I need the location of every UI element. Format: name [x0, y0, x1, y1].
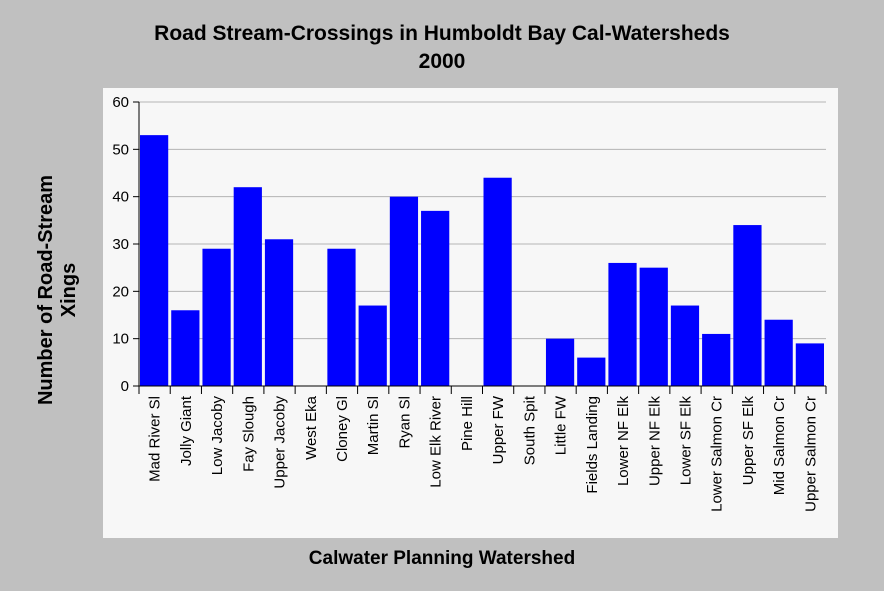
bar	[421, 210, 450, 386]
x-tick-label: Upper FW	[490, 395, 507, 464]
bar	[795, 343, 824, 386]
x-tick-label: Lower Salmon Cr	[709, 396, 726, 512]
bar	[389, 196, 419, 386]
x-tick-label: Upper SF Elk	[740, 396, 757, 486]
x-tick-label: Mid Salmon Cr	[771, 396, 788, 495]
bar	[202, 248, 231, 386]
x-tick-label: Little FW	[553, 395, 570, 455]
bar	[327, 248, 356, 386]
x-tick-label: Low Jacoby	[209, 396, 226, 476]
y-tick-label: 30	[112, 236, 129, 253]
bar	[702, 333, 731, 386]
bar	[733, 225, 762, 386]
x-tick-label: Lower SF Elk	[677, 396, 694, 486]
x-tick-label: South Spit	[521, 395, 538, 465]
y-tick-label: 40	[112, 189, 129, 206]
bar	[140, 135, 169, 386]
x-tick-label: Martin Sl	[365, 396, 382, 455]
y-axis-label-line-2: Xings	[58, 262, 80, 318]
bar	[264, 239, 294, 386]
x-tick-label: West Eka	[303, 395, 320, 460]
y-tick-label: 20	[112, 283, 129, 300]
y-tick-label: 10	[112, 331, 129, 348]
x-tick-label: Jolly Giant	[178, 395, 195, 466]
y-axis-label-line-1: Number of Road-Stream	[35, 174, 57, 406]
bar	[171, 310, 200, 386]
bar	[608, 262, 637, 386]
bar	[233, 187, 262, 386]
bar	[545, 338, 575, 386]
x-axis-ticks: Mad River Sl Jolly Giant Low Jacoby Fay Slo…	[138, 386, 827, 512]
x-tick-label: Pine Hill	[459, 396, 476, 451]
bar	[639, 267, 668, 386]
bar	[764, 319, 793, 386]
chart-title: Road Stream-Crossings in Humboldt Bay Ca…	[154, 22, 730, 45]
bar	[358, 305, 387, 386]
bar	[670, 305, 700, 386]
chart-subtitle: 2000	[418, 50, 466, 73]
x-tick-label: Upper NF Elk	[646, 396, 663, 487]
x-tick-label: Mad River Sl	[147, 396, 164, 482]
x-tick-label: Upper Salmon Cr	[802, 396, 819, 512]
x-tick-label: Lower NF Elk	[615, 396, 632, 487]
x-tick-label: Upper Jacoby	[272, 396, 289, 489]
x-tick-label: Fay Slough	[240, 396, 257, 472]
bar	[483, 177, 512, 386]
bar-series	[140, 135, 824, 386]
y-tick-label: 50	[112, 141, 129, 158]
x-tick-label: Low Elk River	[428, 396, 445, 488]
y-axis-ticks: 0 10 20 30 40 50 60	[112, 94, 139, 395]
y-tick-label: 60	[112, 94, 129, 111]
y-axis-label: Number of Road-Stream Xings	[35, 175, 81, 405]
bar	[577, 357, 606, 386]
y-tick-label: 0	[121, 378, 129, 395]
x-tick-label: Cloney Gl	[334, 396, 351, 462]
x-tick-label: Ryan Sl	[396, 396, 413, 449]
x-tick-label: Fields Landing	[584, 396, 601, 494]
x-axis-label: Calwater Planning Watershed	[308, 548, 576, 569]
